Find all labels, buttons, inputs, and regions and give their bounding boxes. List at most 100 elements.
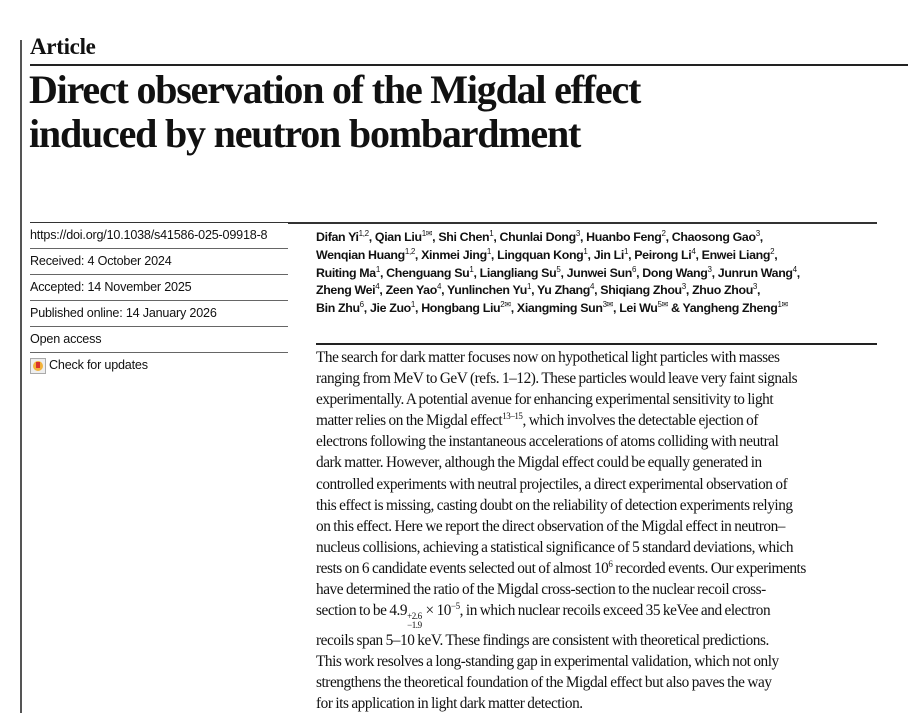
title-line: induced by neutron bombardment [29, 111, 581, 156]
author-separator: , [613, 301, 620, 316]
author-name[interactable]: Zhuo Zhou [692, 283, 753, 298]
author-affiliation: 1,2 [358, 229, 369, 238]
check-for-updates-button[interactable]: Check for updates [30, 353, 288, 378]
author-name[interactable]: Yu Zhang [537, 283, 590, 298]
abstract-line: matter relies on the Migdal effect13–15,… [316, 410, 806, 431]
author-name[interactable]: Enwei Liang [701, 247, 771, 262]
author-affiliation: 1 [410, 300, 416, 310]
author-affiliation: 4 [792, 264, 797, 274]
check-for-updates-icon [30, 357, 46, 374]
author-separator: & [667, 301, 683, 316]
author-separator: , [493, 230, 500, 244]
author-separator: , [560, 265, 567, 280]
author-line: Ruiting Ma1, Chenguang Su1, Liangliang S… [316, 265, 800, 283]
author-affiliation: 1 [526, 282, 532, 292]
abstract-text: recoils span 5–10 keV. These findings ar… [316, 632, 769, 650]
author-separator: , [594, 283, 601, 298]
abstract-text: , in which nuclear recoils exceed 35 keV… [459, 602, 771, 620]
author-affiliation: 2 [661, 229, 666, 238]
author-affiliation: 1 [486, 246, 491, 256]
author-name[interactable]: Zeen Yao [385, 283, 438, 298]
author-name[interactable]: Chenguang Su [386, 265, 470, 280]
author-affiliation: 3 [575, 229, 580, 238]
author-name[interactable]: Bin Zhu [316, 301, 360, 316]
author-affiliation: 3 [752, 282, 758, 292]
article-title: Direct observation of the Migdal effect … [29, 67, 641, 156]
abstract-text: experimentally. A potential avenue for e… [316, 391, 774, 409]
author-affiliation: 3 [755, 229, 760, 238]
abstract-line: electrons following the instantaneous ac… [316, 431, 806, 452]
author-name[interactable]: Chunlai Dong [499, 230, 577, 244]
abstract-line: ranging from MeV to GeV (refs. 1–12). Th… [316, 368, 806, 389]
author-name[interactable]: Dong Wang [642, 265, 708, 280]
author-name[interactable]: Jie Zuo [369, 301, 411, 316]
author-affiliation: 3 [681, 282, 686, 292]
author-affiliation: 4 [375, 282, 380, 292]
superscript: −5 [450, 601, 460, 612]
author-separator: , [441, 283, 448, 298]
author-name[interactable]: Xinmei Jing [421, 247, 487, 262]
abstract-line: have determined the ratio of the Migdal … [316, 579, 806, 600]
author-line: Wenqian Huang1,2, Xinmei Jing1, Lingquan… [316, 247, 800, 265]
author-name[interactable]: Huanbo Feng [586, 230, 662, 244]
author-line: Difan Yi1,2, Qian Liu1✉, Shi Chen1, Chun… [316, 229, 800, 247]
author-name[interactable]: Qian Liu [374, 230, 422, 244]
author-separator: , [711, 265, 718, 280]
author-separator: , [665, 230, 672, 244]
abstract-line: controlled experiments with neutral proj… [316, 474, 806, 495]
author-separator: , [432, 230, 439, 244]
author-separator: , [363, 301, 370, 316]
uncertainty: +2.6 −1.9 [407, 612, 422, 630]
abstract-line: rests on 6 candidate events selected out… [316, 558, 806, 579]
author-name[interactable]: Shiqiang Zhou [600, 283, 682, 298]
author-separator: , [379, 283, 386, 298]
abstract-line: dark matter. However, although the Migda… [316, 452, 806, 473]
author-name[interactable]: Chaosong Gao [671, 230, 756, 244]
abstract-text: section to be 4.9 [316, 602, 408, 620]
author-name[interactable]: Wenqian Huang [316, 247, 405, 262]
abstract-line: This work resolves a long-standing gap i… [316, 651, 806, 672]
author-name[interactable]: Lei Wu [619, 301, 658, 316]
author-affiliation: 6 [631, 264, 637, 274]
author-name[interactable]: Yunlinchen Yu [447, 283, 527, 298]
author-affiliation: 4 [590, 282, 595, 292]
author-affiliation: 1✉ [421, 229, 433, 238]
author-line: Bin Zhu6, Jie Zuo1, Hongbang Liu2✉, Xian… [316, 300, 800, 318]
author-name[interactable]: Jin Li [593, 247, 625, 262]
author-name[interactable]: Lingquan Kong [497, 247, 584, 262]
abstract-text: this effect is missing, casting doubt on… [316, 496, 793, 514]
author-separator: , [628, 247, 635, 262]
superscript: 13–15 [502, 411, 523, 422]
author-name[interactable]: Junrun Wang [717, 265, 793, 280]
abstract-text: The search for dark matter focuses now o… [316, 349, 780, 366]
author-name[interactable]: Yangheng Zheng [682, 301, 778, 316]
author-affiliation: 1 [375, 264, 380, 274]
check-for-updates-label: Check for updates [49, 358, 148, 372]
author-separator: , [587, 247, 594, 262]
author-name[interactable]: Liangliang Su [479, 265, 557, 280]
author-name[interactable]: Junwei Sun [566, 265, 633, 280]
abstract-line: this effect is missing, casting doubt on… [316, 495, 806, 516]
abstract-text: for its application in light dark matter… [316, 695, 583, 713]
author-list: Difan Yi1,2, Qian Liu1✉, Shi Chen1, Chun… [316, 229, 800, 318]
author-name[interactable]: Peirong Li [634, 247, 692, 262]
abstract-line: recoils span 5–10 keV. These findings ar… [316, 630, 806, 651]
author-affiliation: 5 [556, 264, 561, 274]
doi-link[interactable]: https://doi.org/10.1038/s41586-025-09918… [30, 222, 288, 248]
title-line: Direct observation of the Migdal effect [29, 67, 641, 112]
author-affiliation: 1 [489, 229, 494, 238]
author-name[interactable]: Hongbang Liu [421, 301, 501, 316]
upper-uncertainty: +2.6 [407, 611, 422, 622]
author-name[interactable]: Ruiting Ma [316, 265, 376, 280]
abstract-text: recorded events. Our experiments [612, 559, 806, 577]
author-name[interactable]: Xiangming Sun [516, 301, 603, 316]
abstract-line: nucleus collisions, achieving a statisti… [316, 537, 806, 558]
abstract-text: rests on 6 candidate events selected out… [316, 559, 609, 577]
abstract-text: dark matter. However, although the Migda… [316, 454, 762, 472]
author-name[interactable]: Zheng Wei [316, 283, 376, 298]
abstract-text: controlled experiments with neutral proj… [316, 475, 788, 493]
abstract: The search for dark matter focuses now o… [316, 347, 806, 715]
author-name[interactable]: Shi Chen [438, 230, 490, 244]
abstract-text: have determined the ratio of the Migdal … [316, 581, 766, 599]
author-name[interactable]: Difan Yi [316, 230, 359, 244]
